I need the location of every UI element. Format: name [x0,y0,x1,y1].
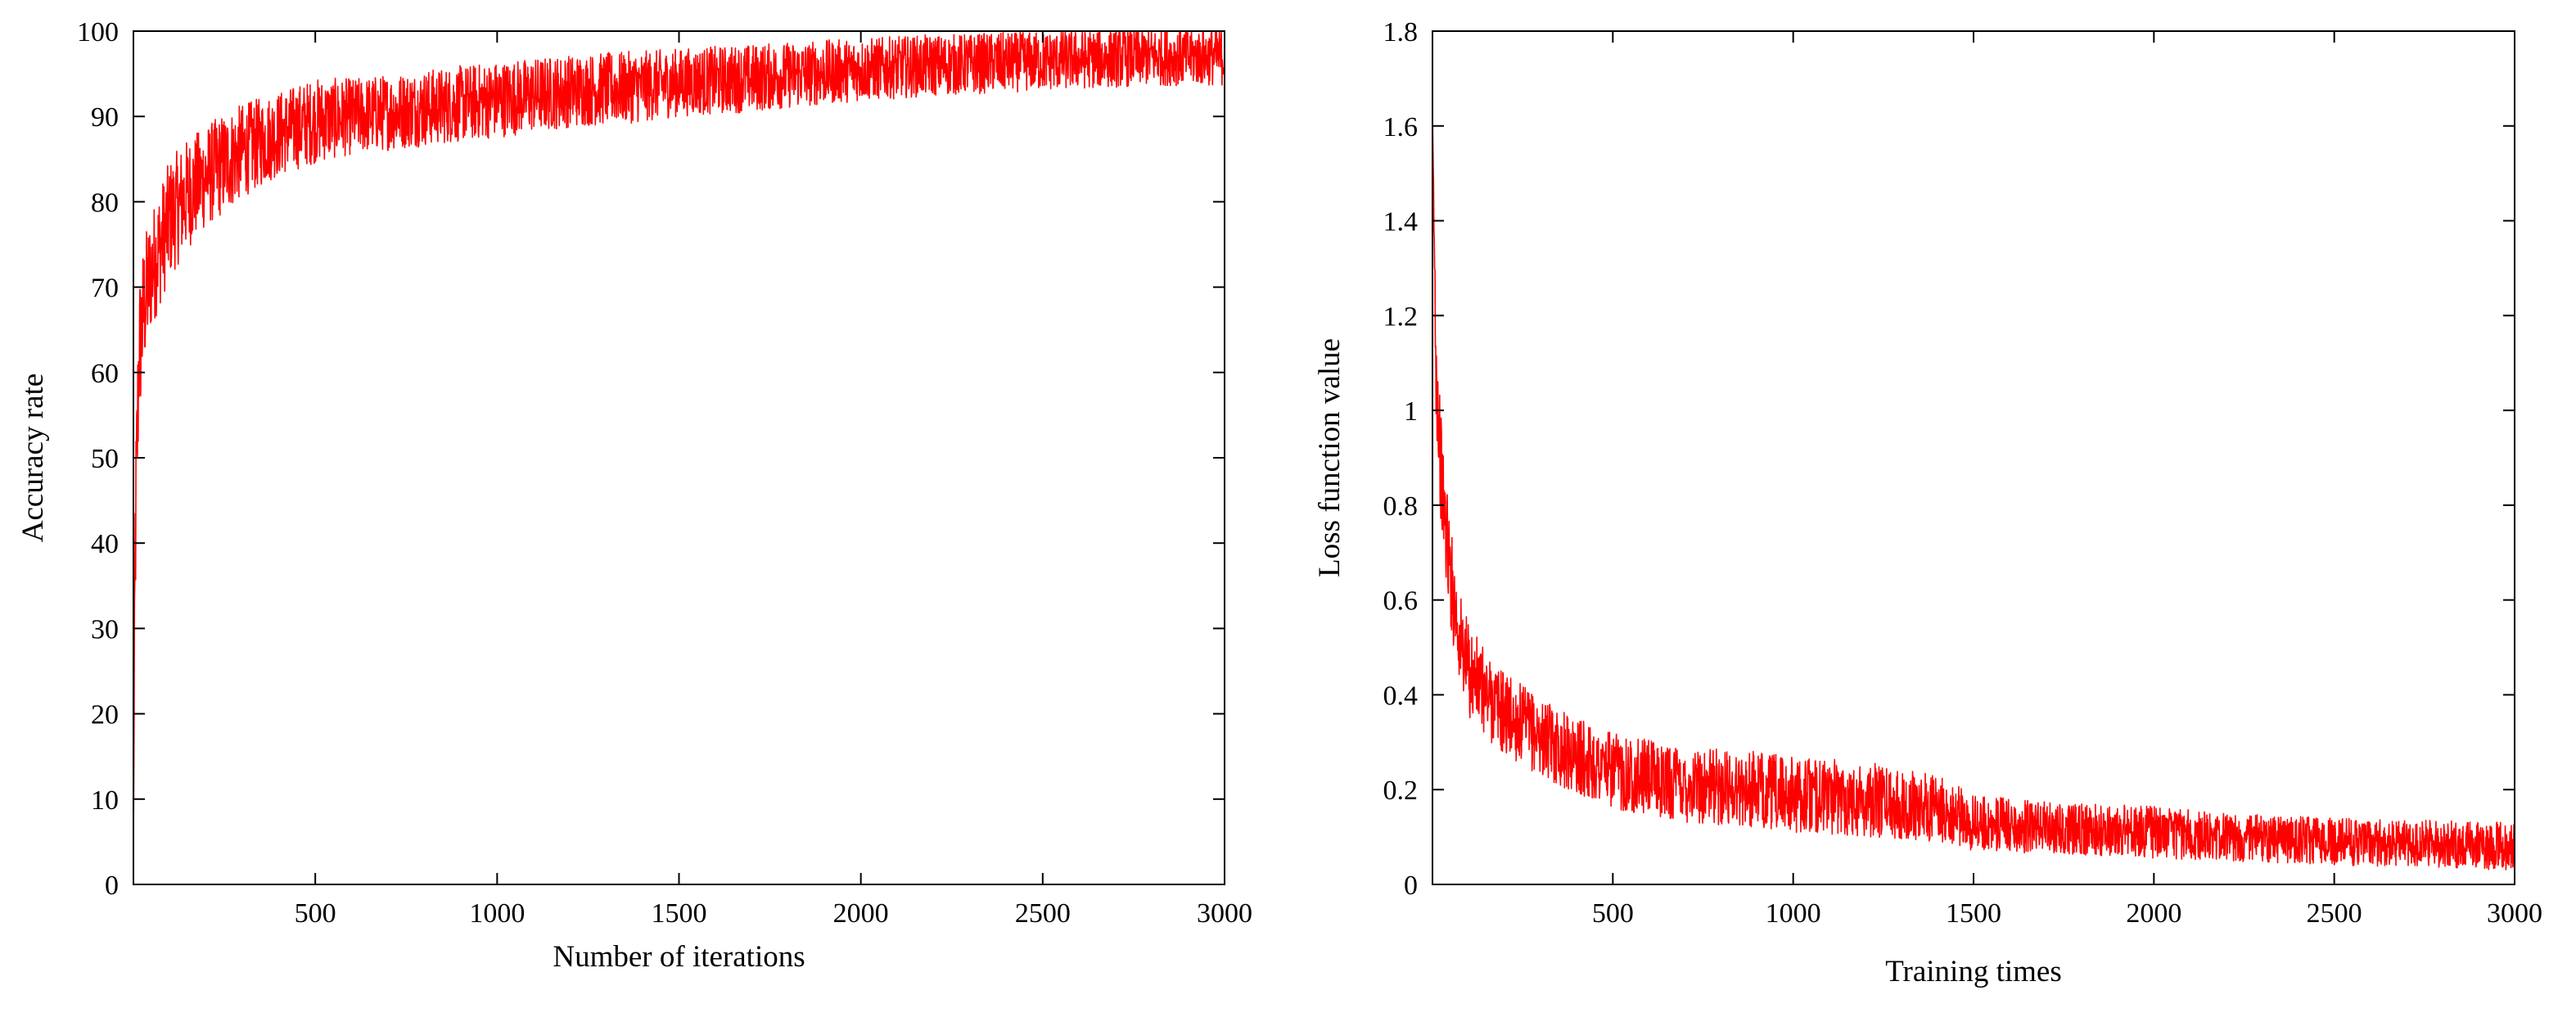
y-tick-label: 40 [91,529,119,559]
y-axis-label: Accuracy rate [16,373,50,542]
x-tick-label: 1000 [469,898,525,929]
x-axis-label: Number of iterations [553,940,805,974]
y-tick-label: 1.8 [1383,17,1419,47]
y-tick-label: 90 [91,102,119,133]
y-tick-label: 0 [105,871,119,901]
y-tick-label: 100 [77,17,119,47]
x-tick-label: 2000 [833,898,889,929]
y-tick-label: 20 [91,700,119,730]
x-tick-label: 1500 [1946,898,2001,929]
y-tick-label: 1.4 [1383,207,1419,237]
y-tick-label: 50 [91,444,119,474]
x-tick-label: 3000 [1197,898,1252,929]
x-tick-label: 1000 [1766,898,1821,929]
y-tick-label: 70 [91,274,119,304]
series-line [1432,109,2515,871]
y-tick-label: 1 [1404,396,1418,427]
x-axis-label: Training times [1885,955,2062,988]
y-axis-label: Loss function value [1313,338,1347,577]
y-tick-label: 1.2 [1383,301,1419,332]
y-tick-label: 0.8 [1383,491,1419,522]
x-tick-label: 500 [295,898,336,929]
y-tick-label: 0.4 [1383,681,1419,711]
x-tick-label: 1500 [652,898,707,929]
x-tick-label: 2500 [2307,898,2362,929]
loss-chart: 500 1000 1500 2000 2500 3000 0 0.2 0.4 0.6 0.8 1 1.2… [1313,17,2542,988]
x-tick-label: 2500 [1015,898,1071,929]
x-tick-label: 3000 [2487,898,2542,929]
y-tick-label: 10 [91,785,119,816]
x-tick-label: 2000 [2126,898,2181,929]
y-tick-label: 30 [91,614,119,644]
x-tick-label: 500 [1592,898,1634,929]
accuracy-chart: 500 1000 1500 2000 2500 3000 0 10 20 30 40 50 60 70 80… [16,17,1252,974]
plot-frame [1432,30,2515,885]
y-tick-label: 0.6 [1383,586,1419,617]
y-tick-label: 80 [91,188,119,218]
y-tick-label: 60 [91,359,119,389]
y-tick-label: 0 [1404,871,1418,901]
y-tick-label: 0.2 [1383,776,1419,806]
series-line [133,31,1225,834]
y-tick-label: 1.6 [1383,112,1419,142]
